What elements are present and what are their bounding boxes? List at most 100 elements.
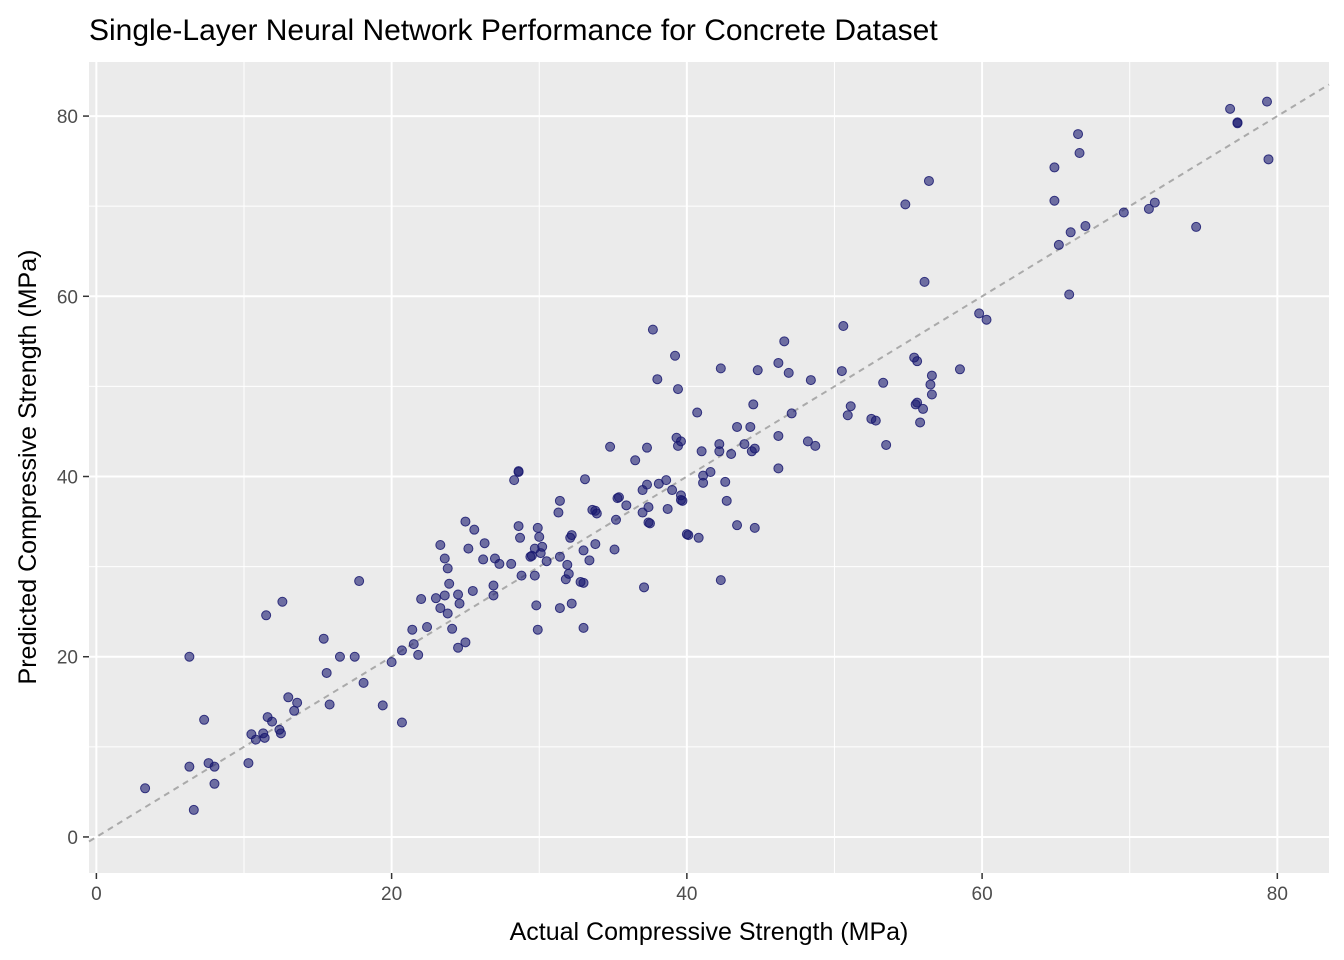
data-point — [318, 633, 329, 644]
data-point — [613, 492, 624, 503]
data-point — [563, 568, 574, 579]
data-point — [277, 596, 288, 607]
data-point — [469, 524, 480, 535]
data-point — [698, 477, 709, 488]
data-point — [925, 379, 936, 390]
data-point — [611, 514, 621, 525]
data-point — [1263, 154, 1274, 165]
data-point — [974, 308, 985, 319]
data-point — [1053, 239, 1064, 250]
data-point — [1191, 221, 1202, 232]
data-point — [184, 761, 195, 772]
data-point — [1143, 203, 1154, 214]
data-point — [261, 610, 272, 621]
data-point — [667, 485, 678, 496]
data-point — [532, 522, 543, 533]
data-point — [488, 590, 499, 601]
data-point — [912, 356, 923, 367]
data-point — [460, 637, 471, 648]
data-point — [591, 508, 602, 519]
data-point — [578, 545, 589, 556]
data-point — [748, 399, 759, 410]
data-point — [354, 576, 365, 587]
data-point — [334, 651, 345, 662]
data-point — [250, 734, 261, 745]
data-point — [516, 570, 527, 581]
data-point — [442, 563, 453, 574]
data-point — [715, 363, 726, 374]
data-point — [506, 558, 517, 569]
data-point — [267, 716, 278, 727]
data-point — [1065, 227, 1076, 238]
data-point — [377, 700, 388, 711]
data-point — [467, 585, 478, 596]
y-tick-label: 20 — [57, 648, 78, 669]
data-point — [642, 442, 652, 453]
data-point — [749, 443, 760, 454]
data-point — [479, 538, 490, 549]
data-point — [786, 408, 797, 419]
data-point — [534, 531, 545, 542]
data-point — [513, 466, 524, 477]
data-point — [553, 507, 564, 518]
data-point — [541, 556, 552, 567]
data-point — [677, 495, 688, 506]
data-point — [1073, 129, 1084, 140]
data-point — [923, 175, 934, 186]
data-point — [188, 804, 199, 815]
data-point — [386, 657, 397, 668]
data-point — [488, 580, 499, 591]
data-point — [918, 403, 929, 414]
data-point — [349, 651, 360, 662]
data-point — [396, 717, 407, 728]
data-point — [915, 417, 926, 428]
data-point — [642, 479, 652, 490]
data-point — [878, 377, 889, 388]
data-point — [870, 415, 881, 426]
data-point — [584, 555, 595, 566]
data-point — [1049, 162, 1060, 173]
data-point — [494, 558, 505, 569]
data-point — [802, 436, 813, 447]
data-point — [783, 367, 794, 378]
data-point — [554, 495, 565, 506]
data-point — [292, 697, 303, 708]
data-point — [670, 350, 681, 361]
data-point — [683, 530, 694, 541]
data-point — [531, 600, 542, 611]
data-point — [749, 522, 760, 533]
data-point — [661, 475, 672, 486]
data-point — [639, 582, 650, 593]
data-point — [140, 783, 151, 794]
x-axis-title: Actual Compressive Strength (MPa) — [510, 918, 909, 946]
data-point — [1225, 103, 1236, 114]
data-point — [324, 699, 335, 710]
data-point — [644, 518, 655, 529]
data-point — [453, 589, 464, 600]
chart-title: Single-Layer Neural Network Performance … — [89, 14, 938, 47]
data-point — [954, 364, 965, 375]
data-point — [184, 651, 195, 662]
data-point — [199, 714, 210, 725]
data-point — [562, 559, 573, 570]
data-point — [1049, 195, 1060, 206]
data-point — [981, 314, 992, 325]
data-point — [705, 467, 716, 478]
data-point — [453, 642, 464, 653]
data-point — [515, 532, 526, 543]
data-point — [442, 608, 453, 619]
data-point — [407, 624, 418, 635]
x-tick-label: 60 — [972, 884, 993, 905]
data-point — [773, 430, 784, 441]
data-point — [720, 476, 731, 487]
y-tick-label: 40 — [57, 468, 78, 489]
data-point — [732, 421, 743, 432]
data-point — [714, 439, 725, 450]
data-point — [919, 276, 930, 287]
data-point — [692, 407, 703, 418]
data-point — [578, 577, 589, 588]
data-points — [140, 96, 1274, 815]
data-point — [243, 758, 254, 769]
data-point — [209, 778, 220, 789]
